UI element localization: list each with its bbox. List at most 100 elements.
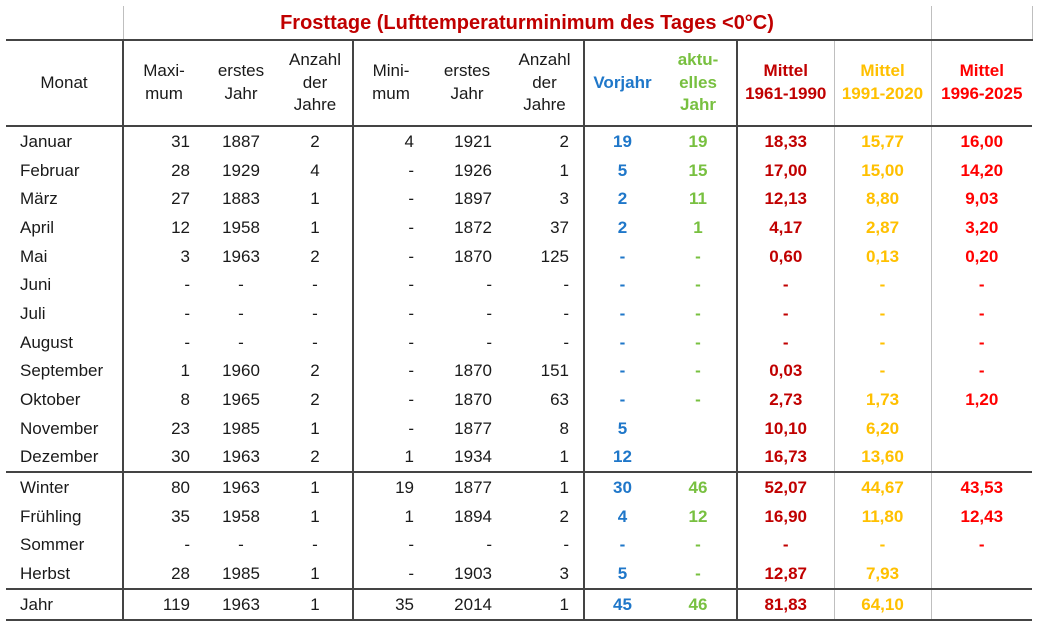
table-cell-min_jahr: 1870: [454, 246, 492, 266]
table-cell-m1991: -: [834, 299, 932, 328]
header-line: 1991-2020: [841, 84, 924, 103]
table-cell-min_jahr: 1894: [454, 506, 492, 526]
row-label: Oktober: [6, 385, 124, 414]
table-cell-m1991: 64,10: [834, 588, 932, 621]
table-row: April 12 1958 1-1872 37 2 1 4,17 2,87 3,20: [6, 213, 1032, 242]
table-cell-max_anzahl: 1: [278, 501, 354, 531]
table-cell-max_anzahl: 4: [278, 155, 354, 185]
table-cell-max_jahr: -: [238, 332, 244, 352]
table-row: Frühling 35 1958 1 1 1894 2 4 12 16,90 11,80 12,43: [6, 501, 1032, 531]
table-cell-vorjahr: -: [619, 246, 626, 266]
table-cell-minimum: -: [408, 160, 414, 180]
table-cell-vorjahr: 5: [617, 160, 628, 180]
table-cell-m1991: 15,00: [834, 155, 932, 185]
table-cell-max_anzahl: -: [278, 327, 354, 357]
table-cell-m1961: 10,10: [737, 413, 835, 443]
table-cell-m1961: 81,83: [737, 588, 835, 621]
table-row: Juli - - - - - - - - - - -: [6, 299, 1032, 328]
table-row: Winter 80 1963 1 19 1877 1 30 46 52,07 44,67 43,53: [6, 471, 1033, 502]
row-label: Herbst: [6, 559, 124, 589]
table-cell-m1991: 1,73: [834, 385, 932, 414]
table-cell-minimum: -: [408, 189, 414, 209]
table-cell-min_jahr: 1897: [454, 189, 492, 209]
row-label: Juli: [6, 299, 124, 328]
table-cell-min_anzahl: 2: [506, 126, 585, 156]
table-cell-m1996: [931, 588, 1033, 621]
table-cell-min_jahr: 1870: [454, 390, 492, 410]
frost-days-table: Frosttage (Lufttemperaturminimum des Tag…: [6, 6, 1033, 621]
table-cell-m1996: -: [978, 332, 985, 352]
table-cell-m1961: 12,87: [737, 559, 835, 589]
table-row: Sommer - - - - - - - - - - -: [6, 530, 1032, 560]
header-line: Monat: [40, 72, 88, 92]
table-cell-maximum: 31: [171, 131, 190, 151]
table-cell-min_jahr: 1877: [454, 418, 492, 438]
header-minimum: Mini-mum: [353, 40, 428, 127]
table-cell-minimum: 19: [353, 471, 428, 502]
table-cell-max_anzahl: 2: [278, 356, 354, 386]
table-cell-m1961: 12,13: [737, 184, 835, 214]
table-row: Januar 31 1887 2 4 1921 2 19 19 18,33 15,77 16,00: [6, 126, 1032, 156]
header-line: Mittel: [763, 61, 808, 81]
table-cell-max_anzahl: 1: [278, 588, 354, 621]
header-maximum: Maxi-mum: [123, 40, 204, 127]
table-cell-minimum: -: [408, 390, 414, 410]
row-label: Frühling: [6, 501, 124, 531]
table-cell-max_jahr: 1963: [204, 588, 278, 621]
table-cell-aktuell: -: [660, 356, 738, 386]
table-cell-minimum: 1: [404, 506, 414, 526]
table-cell-m1961: 17,00: [737, 155, 835, 185]
table-cell-min_jahr: 1934: [454, 447, 492, 467]
table-row: Oktober 8 1965 2-1870 63- -2,73 1,73 1,20: [6, 385, 1032, 414]
table-row: August - - - - - - - - - - -: [6, 327, 1032, 357]
table-row: Dezember 30 1963 2 1 1934 1 12 16,73 13,60: [6, 442, 1032, 473]
header-line: Anzahl: [518, 49, 571, 69]
table-cell-min_anzahl: 3: [506, 559, 585, 589]
row-label: Sommer: [6, 530, 124, 560]
table-cell-aktuell: 12: [660, 501, 738, 531]
table-cell-vorjahr: 45: [584, 588, 660, 621]
table-cell-m1961: -: [737, 299, 835, 328]
header-line: Jahr: [224, 84, 258, 103]
table-cell-aktuell: 46: [660, 588, 738, 621]
table-cell-min_anzahl: 125: [506, 241, 585, 271]
table-cell-max_anzahl: -: [278, 270, 354, 300]
table-cell-max_anzahl: 2: [278, 442, 354, 473]
header-line: aktu-: [677, 49, 719, 69]
table-cell-minimum: -: [408, 535, 414, 555]
table-cell-max_anzahl: 1: [278, 471, 354, 502]
table-cell-min_anzahl: -: [506, 327, 585, 357]
table-cell-vorjahr: 4: [617, 506, 628, 526]
table-cell-maximum: -: [184, 332, 190, 352]
table-cell-max_anzahl: 2: [278, 385, 354, 414]
table-cell-minimum: 35: [353, 588, 428, 621]
table-cell-maximum: 12: [171, 217, 190, 237]
table-cell-m1996: 12,43: [960, 506, 1004, 526]
table-cell-vorjahr: -: [619, 275, 626, 295]
table-cell-m1991: -: [834, 327, 932, 357]
header-line: 1996-2025: [941, 84, 1023, 103]
table-cell-m1991: 15,77: [834, 126, 932, 156]
table-cell-maximum: 28: [171, 564, 190, 584]
table-cell-vorjahr: -: [619, 361, 626, 381]
table-cell-m1961: 52,07: [737, 471, 835, 502]
table-cell-aktuell: [660, 442, 738, 473]
header-m1996: Mittel 1996-2025: [931, 40, 1033, 127]
header-min_jahr: erstes Jahr: [428, 40, 506, 127]
table-cell-aktuell: [660, 413, 738, 443]
header-m1961: Mittel 1961-1990: [737, 40, 835, 127]
table-cell-m1996: -: [978, 275, 985, 295]
table-row: März 27 1883 1 - 1897 3 2 11 12,13 8,80 9,03: [6, 184, 1032, 214]
table-cell-minimum: -: [408, 361, 414, 381]
table-cell-aktuell: -: [660, 270, 738, 300]
header-line: Jahr: [680, 95, 716, 115]
table-cell-m1961: 18,33: [737, 126, 835, 156]
header-line: Mittel: [860, 61, 905, 81]
table-cell-m1996: 3,20: [965, 217, 999, 237]
table-cell-min_anzahl: 151: [506, 356, 585, 386]
table-cell-maximum: 28: [171, 160, 190, 180]
table-cell-max_jahr: -: [238, 535, 244, 555]
table-cell-min_anzahl: -: [506, 530, 585, 560]
table-row: Herbst 28 1985 1-1903 3 5-12,87 7,93: [6, 559, 1032, 589]
